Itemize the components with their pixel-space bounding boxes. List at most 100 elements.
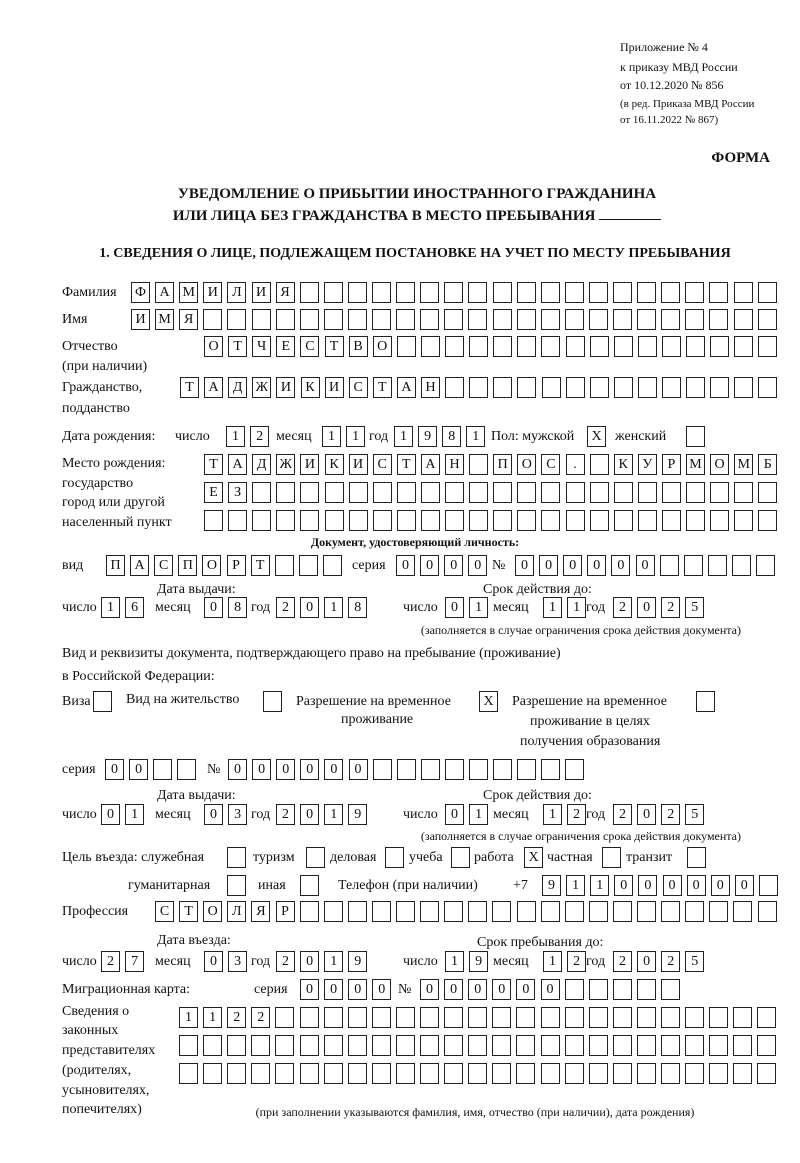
doc-number-cell[interactable] (683, 555, 703, 576)
birthplace2-cell[interactable] (493, 482, 513, 503)
birthplace2-cell[interactable] (300, 482, 320, 503)
purpose-private-cell[interactable] (602, 847, 621, 868)
birthplace3-cell[interactable] (348, 510, 368, 531)
birthplace2-cell[interactable] (324, 482, 344, 503)
reps2-cell[interactable] (492, 1035, 512, 1056)
reps3-cell[interactable] (564, 1063, 584, 1084)
reps2-cell[interactable] (323, 1035, 343, 1056)
birth-year-cell[interactable]: 8 (442, 426, 462, 447)
surname-cell[interactable] (420, 282, 440, 303)
reps3-cell[interactable] (757, 1063, 777, 1084)
surname-cell[interactable] (613, 282, 632, 303)
stay-until-day-cell[interactable]: 1 (445, 951, 464, 972)
purpose-tourism-cell[interactable] (306, 847, 325, 868)
mc-number-cell[interactable]: 0 (444, 979, 464, 1000)
surname-cell[interactable] (733, 282, 753, 303)
stay-valid-year-cell[interactable]: 2 (661, 804, 681, 825)
reps2-cell[interactable] (275, 1035, 295, 1056)
profession-cell[interactable]: Т (179, 901, 199, 922)
birthplace3-cell[interactable] (589, 510, 609, 531)
entry-month-cell[interactable]: 3 (228, 951, 248, 972)
doc-series-cell[interactable]: 0 (396, 555, 415, 576)
name-cell[interactable] (613, 309, 632, 330)
reps2-cell[interactable] (685, 1035, 705, 1056)
birthplace3-cell[interactable] (710, 510, 730, 531)
profession-cell[interactable] (661, 901, 681, 922)
stay-issue-day-cell[interactable]: 1 (125, 804, 145, 825)
patronymic-cell[interactable] (710, 336, 730, 357)
birthplace2-cell[interactable] (541, 482, 561, 503)
purpose-business-cell[interactable] (385, 847, 404, 868)
reps3-cell[interactable] (275, 1063, 295, 1084)
birthplace2-cell[interactable] (517, 482, 537, 503)
name-cell[interactable] (203, 309, 223, 330)
birthplace3-cell[interactable] (613, 510, 633, 531)
reps1-cell[interactable]: 2 (251, 1007, 271, 1028)
purpose-work-cell[interactable]: X (524, 847, 543, 868)
reps1-cell[interactable] (299, 1007, 319, 1028)
profession-cell[interactable] (444, 901, 464, 922)
citizenship-cell[interactable]: И (324, 377, 344, 398)
doc-number-cell[interactable] (731, 555, 751, 576)
phone-cell[interactable]: 1 (590, 875, 610, 896)
name-cell[interactable] (661, 309, 681, 330)
entry-year-cell[interactable]: 0 (300, 951, 320, 972)
birthplace1-cell[interactable]: М (734, 454, 754, 475)
birth-year-cell[interactable]: 1 (394, 426, 413, 447)
entry-month-cell[interactable]: 0 (204, 951, 223, 972)
patronymic-cell[interactable] (686, 336, 705, 357)
profession-cell[interactable]: Л (227, 901, 247, 922)
reps2-cell[interactable] (588, 1035, 608, 1056)
stay-until-year-cell[interactable]: 0 (637, 951, 657, 972)
stay-issue-year-cell[interactable]: 2 (276, 804, 295, 825)
doc-number-cell[interactable]: 0 (635, 555, 655, 576)
citizenship-cell[interactable] (445, 377, 465, 398)
birthplace3-cell[interactable] (372, 510, 392, 531)
entry-year-cell[interactable]: 9 (348, 951, 368, 972)
profession-cell[interactable] (588, 901, 608, 922)
stay-number-cell[interactable] (493, 759, 513, 780)
birthplace2-cell[interactable] (348, 482, 368, 503)
birthplace2-cell[interactable] (589, 482, 609, 503)
doc-series-cell[interactable]: 0 (420, 555, 440, 576)
patronymic-cell[interactable]: Е (276, 336, 296, 357)
profession-cell[interactable]: С (155, 901, 174, 922)
birthplace2-cell[interactable] (734, 482, 754, 503)
reps3-cell[interactable] (203, 1063, 223, 1084)
stay-number-cell[interactable] (565, 759, 585, 780)
purpose-study-cell[interactable] (451, 847, 470, 868)
reps2-cell[interactable] (564, 1035, 584, 1056)
surname-cell[interactable] (685, 282, 705, 303)
reps3-cell[interactable] (540, 1063, 560, 1084)
reps3-cell[interactable] (347, 1063, 367, 1084)
doc-number-cell[interactable]: 0 (611, 555, 631, 576)
birthplace1-cell[interactable]: А (420, 454, 440, 475)
doc-issue-year-cell[interactable]: 2 (276, 597, 295, 618)
stay-valid-year-cell[interactable]: 2 (613, 804, 632, 825)
stay-number-cell[interactable]: 0 (228, 759, 247, 780)
citizenship-cell[interactable]: Н (421, 377, 440, 398)
patronymic-cell[interactable] (396, 336, 416, 357)
reps2-cell[interactable] (733, 1035, 753, 1056)
birthplace3-cell[interactable] (661, 510, 681, 531)
reps1-cell[interactable] (685, 1007, 705, 1028)
doc-number-cell[interactable]: 0 (587, 555, 607, 576)
patronymic-cell[interactable]: В (348, 336, 368, 357)
reps1-cell[interactable] (733, 1007, 753, 1028)
birthplace2-cell[interactable] (276, 482, 296, 503)
profession-cell[interactable]: Р (275, 901, 295, 922)
reps1-cell[interactable] (347, 1007, 367, 1028)
reps1-cell[interactable] (420, 1007, 439, 1028)
stay-until-day-cell[interactable]: 9 (469, 951, 489, 972)
doc-valid-year-cell[interactable]: 2 (613, 597, 632, 618)
birthplace3-cell[interactable] (324, 510, 344, 531)
birthplace3-cell[interactable] (734, 510, 754, 531)
patronymic-cell[interactable]: О (204, 336, 223, 357)
phone-cell[interactable] (758, 875, 778, 896)
mc-number-cell[interactable]: 0 (540, 979, 560, 1000)
profession-cell[interactable]: О (203, 901, 223, 922)
doc-kind-cell[interactable]: Т (250, 555, 270, 576)
citizenship-cell[interactable] (517, 377, 537, 398)
patronymic-cell[interactable] (493, 336, 513, 357)
birthplace1-cell[interactable]: С (541, 454, 561, 475)
